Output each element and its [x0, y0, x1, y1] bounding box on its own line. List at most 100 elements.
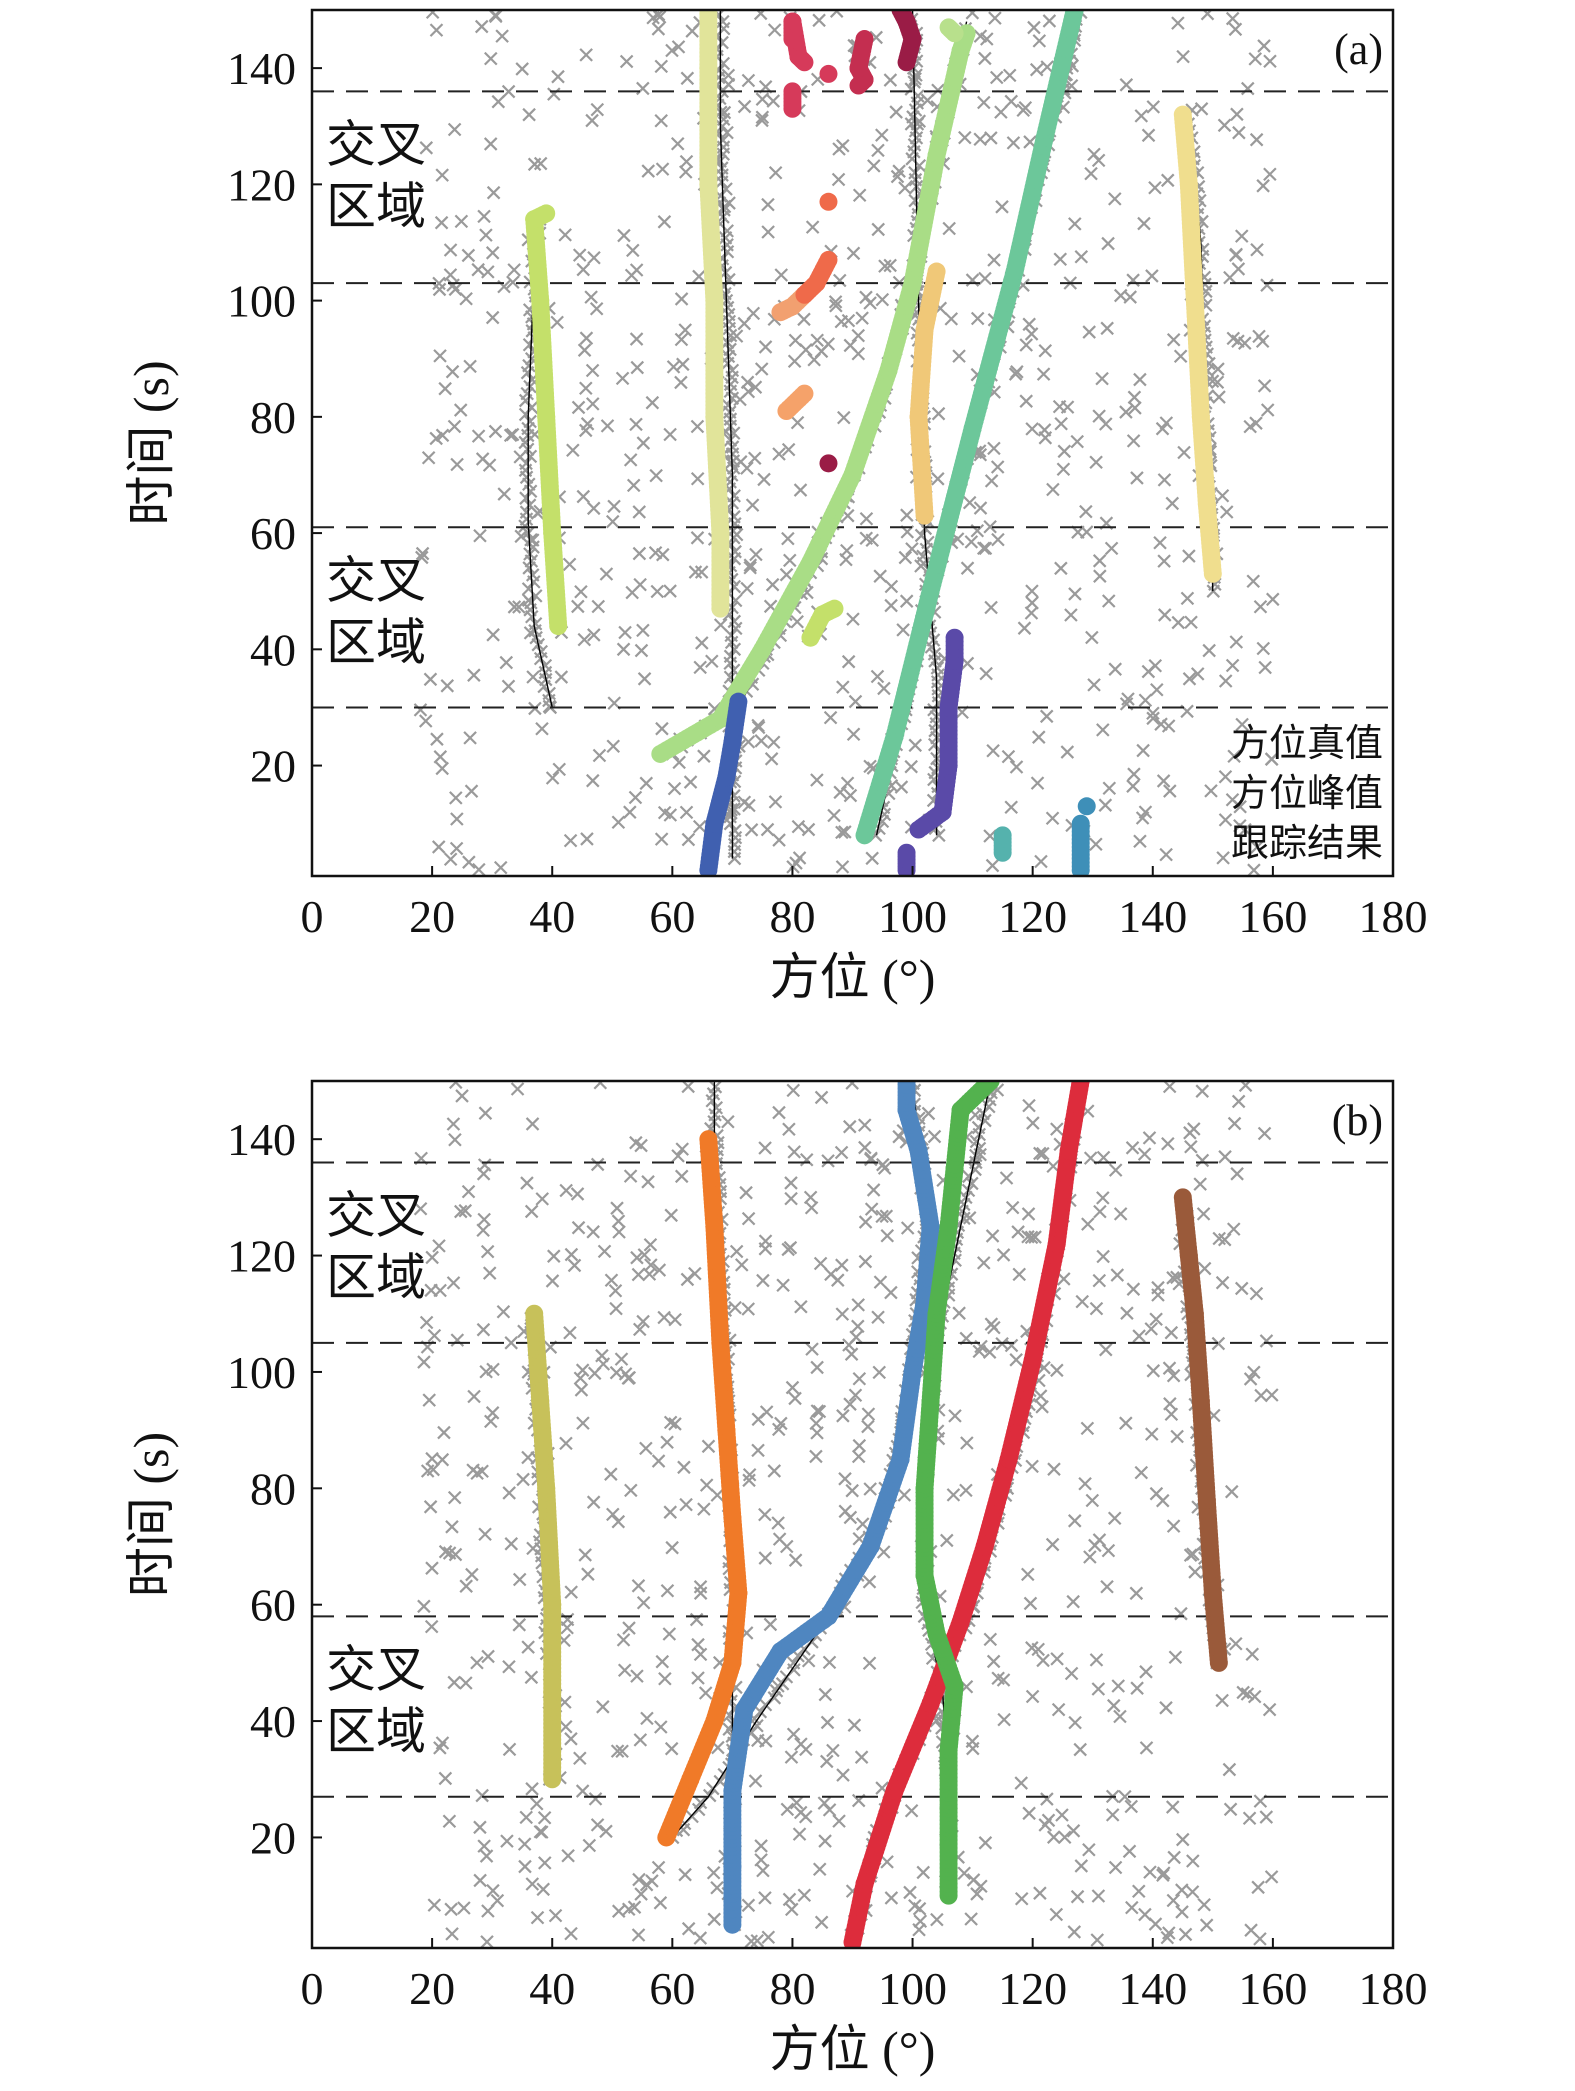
clutter-marker: [1139, 1741, 1154, 1755]
clutter-marker: [771, 1516, 785, 1530]
clutter-marker: [1137, 1147, 1152, 1161]
clutter-marker: [904, 1804, 919, 1818]
clutter-marker: [678, 323, 693, 337]
track-point: [729, 692, 748, 711]
clutter-marker: [561, 1848, 575, 1863]
clutter-marker: [681, 832, 696, 847]
clutter-marker: [835, 1307, 850, 1321]
tracking-result: [1173, 105, 1222, 583]
clutter-marker: [1022, 317, 1036, 332]
clutter-marker: [573, 1751, 587, 1766]
clutter-marker: [1118, 1789, 1132, 1804]
clutter-marker: [470, 1655, 484, 1670]
clutter-marker: [946, 1488, 961, 1502]
clutter-marker: [490, 1893, 505, 1908]
clutter-marker: [1101, 594, 1116, 608]
clutter-marker: [1004, 1338, 1019, 1353]
clutter-marker: [637, 672, 652, 686]
clutter-marker: [1082, 1842, 1096, 1857]
clutter-marker: [772, 1105, 786, 1120]
clutter-marker: [424, 1619, 439, 1634]
track-point: [981, 1081, 1000, 1090]
clutter-marker: [475, 1788, 489, 1803]
clutter-marker: [445, 1520, 459, 1534]
clutter-marker: [524, 1204, 539, 1219]
clutter-marker: [415, 550, 429, 565]
clutter-marker: [425, 1250, 439, 1265]
clutter-marker: [471, 429, 486, 443]
clutter-marker: [677, 1460, 691, 1475]
clutter-marker: [1049, 1907, 1064, 1922]
clutter-marker: [694, 565, 709, 579]
clutter-marker: [912, 1901, 927, 1916]
clutter-marker: [1174, 1606, 1188, 1621]
track-point: [1071, 814, 1090, 833]
clutter-marker: [1025, 422, 1039, 436]
clutter-marker: [784, 1902, 799, 1917]
clutter-marker: [1195, 1153, 1210, 1168]
clutter-marker: [904, 759, 918, 774]
clutter-marker: [832, 1814, 846, 1828]
clutter-marker: [691, 1637, 705, 1652]
clutter-marker: [809, 1416, 823, 1431]
clutter-marker: [663, 1415, 678, 1430]
clutter-marker: [1233, 818, 1247, 833]
clutter-marker: [1132, 1884, 1146, 1899]
clutter-marker: [772, 833, 786, 847]
clutter-marker: [843, 338, 858, 353]
truth-marker: [723, 433, 738, 447]
clutter-marker: [1148, 1917, 1163, 1931]
clutter-marker: [997, 1712, 1011, 1727]
clutter-marker: [1023, 1596, 1038, 1611]
clutter-marker: [479, 1849, 494, 1863]
clutter-marker: [987, 253, 1001, 267]
clutter-marker: [496, 1305, 511, 1319]
clutter-marker: [616, 642, 631, 657]
track-point: [897, 1081, 916, 1090]
clutter-marker: [1047, 1462, 1061, 1476]
clutter-marker: [758, 1551, 773, 1565]
clutter-marker: [577, 343, 592, 357]
clutter-marker: [843, 1510, 858, 1525]
clutter-marker: [859, 511, 874, 526]
clutter-marker: [1029, 62, 1044, 77]
clutter-marker: [741, 1302, 756, 1316]
clutter-marker: [521, 1640, 535, 1654]
clutter-marker: [1056, 462, 1071, 477]
clutter-marker: [1113, 1709, 1127, 1724]
clutter-marker: [836, 680, 850, 694]
clutter-marker: [645, 395, 660, 410]
clutter-marker: [863, 759, 877, 774]
clutter-marker: [976, 1256, 991, 1270]
clutter-marker: [1137, 216, 1151, 231]
truth-marker: [906, 110, 920, 124]
clutter-marker: [977, 95, 991, 110]
clutter-marker: [424, 1283, 438, 1298]
clutter-marker: [624, 1483, 638, 1498]
clutter-marker: [660, 1583, 675, 1598]
clutter-marker: [461, 1184, 476, 1199]
clutter-marker: [1095, 371, 1109, 386]
clutter-marker: [988, 11, 1002, 25]
clutter-marker: [751, 1443, 765, 1458]
clutter-marker: [1025, 1689, 1040, 1704]
clutter-marker: [973, 501, 988, 515]
clutter-marker: [1265, 752, 1279, 766]
clutter-marker: [921, 1106, 936, 1121]
clutter-marker: [458, 1203, 473, 1218]
clutter-marker: [529, 1796, 544, 1811]
clutter-marker: [1057, 444, 1072, 459]
clutter-marker: [1024, 327, 1039, 341]
clutter-marker: [908, 738, 923, 753]
truth-marker: [728, 544, 742, 559]
clutter-marker: [1012, 1267, 1027, 1282]
clutter-marker: [480, 1935, 494, 1948]
clutter-marker: [894, 780, 909, 794]
clutter-marker: [559, 1436, 573, 1451]
clutter-marker: [1159, 847, 1173, 862]
clutter-marker: [737, 795, 752, 810]
clutter-marker: [567, 1258, 582, 1273]
clutter-marker: [448, 282, 463, 297]
clutter-marker: [459, 1676, 473, 1690]
clutter-marker: [1126, 1282, 1141, 1296]
